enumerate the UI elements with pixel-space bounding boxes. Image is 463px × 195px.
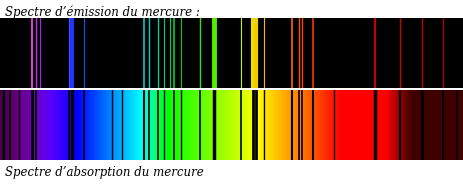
Text: Spectre d’émission du mercure :: Spectre d’émission du mercure : — [5, 6, 200, 19]
Text: Spectre d’absorption du mercure: Spectre d’absorption du mercure — [5, 166, 203, 179]
